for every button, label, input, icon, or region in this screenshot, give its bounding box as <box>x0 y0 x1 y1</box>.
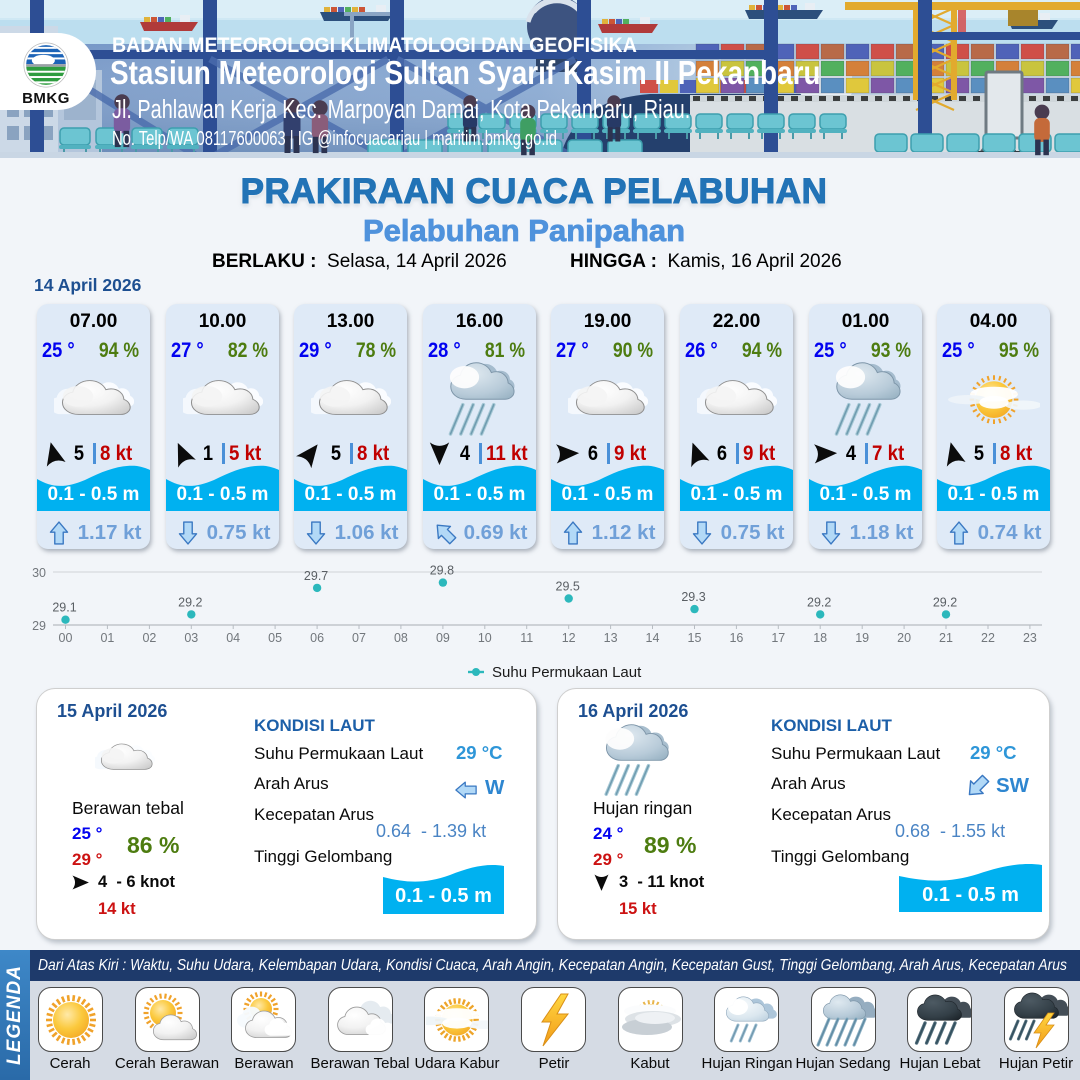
svg-text:07: 07 <box>352 631 366 645</box>
svg-text:03: 03 <box>184 631 198 645</box>
svg-text:21: 21 <box>939 631 953 645</box>
svg-text:17: 17 <box>771 631 785 645</box>
svg-text:09: 09 <box>436 631 450 645</box>
svg-text:15: 15 <box>688 631 702 645</box>
svg-text:16: 16 <box>729 631 743 645</box>
svg-text:05: 05 <box>268 631 282 645</box>
svg-text:10: 10 <box>478 631 492 645</box>
svg-text:04: 04 <box>226 631 240 645</box>
svg-text:Suhu Permukaan Laut: Suhu Permukaan Laut <box>492 664 642 681</box>
svg-text:29.2: 29.2 <box>807 595 831 609</box>
svg-text:02: 02 <box>142 631 156 645</box>
svg-text:29.7: 29.7 <box>304 569 328 583</box>
svg-text:29.8: 29.8 <box>430 564 454 578</box>
svg-text:11: 11 <box>520 631 533 645</box>
svg-text:29.3: 29.3 <box>681 590 705 604</box>
svg-text:08: 08 <box>394 631 408 645</box>
svg-text:01: 01 <box>100 631 114 645</box>
svg-text:18: 18 <box>813 631 827 645</box>
svg-text:00: 00 <box>59 631 73 645</box>
svg-text:06: 06 <box>310 631 324 645</box>
svg-text:12: 12 <box>562 631 576 645</box>
svg-text:23: 23 <box>1023 631 1037 645</box>
svg-text:29.5: 29.5 <box>556 580 580 594</box>
svg-text:29.2: 29.2 <box>933 595 957 609</box>
svg-text:29.1: 29.1 <box>52 601 76 615</box>
svg-text:13: 13 <box>604 631 618 645</box>
svg-text:20: 20 <box>897 631 911 645</box>
svg-text:19: 19 <box>855 631 869 645</box>
svg-text:29.2: 29.2 <box>178 595 202 609</box>
svg-text:22: 22 <box>981 631 995 645</box>
svg-text:14: 14 <box>646 631 660 645</box>
svg-text:30: 30 <box>32 566 46 580</box>
svg-text:29: 29 <box>32 619 46 633</box>
